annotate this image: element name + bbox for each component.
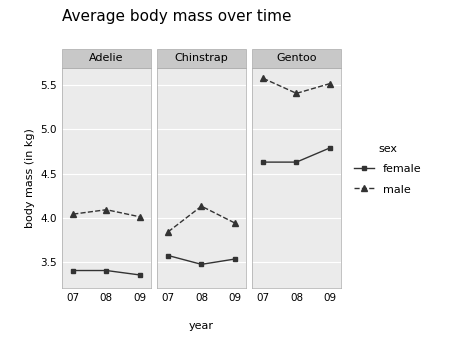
Text: Adelie: Adelie <box>89 54 124 63</box>
Text: Average body mass over time: Average body mass over time <box>62 9 291 24</box>
Legend: female, male: female, male <box>352 142 424 197</box>
Text: year: year <box>189 321 214 331</box>
Y-axis label: body mass (in kg): body mass (in kg) <box>25 128 35 228</box>
Text: Gentoo: Gentoo <box>276 54 317 63</box>
Text: Chinstrap: Chinstrap <box>174 54 228 63</box>
